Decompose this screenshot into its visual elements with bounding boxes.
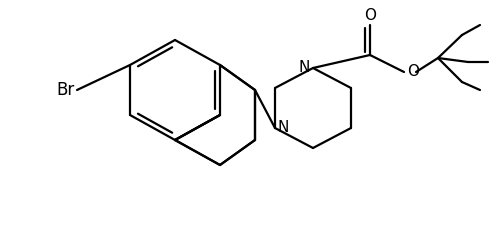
Text: O: O <box>364 8 376 23</box>
Text: N: N <box>299 61 310 76</box>
Text: Br: Br <box>57 81 75 99</box>
Text: N: N <box>278 121 289 136</box>
Text: O: O <box>407 64 419 79</box>
